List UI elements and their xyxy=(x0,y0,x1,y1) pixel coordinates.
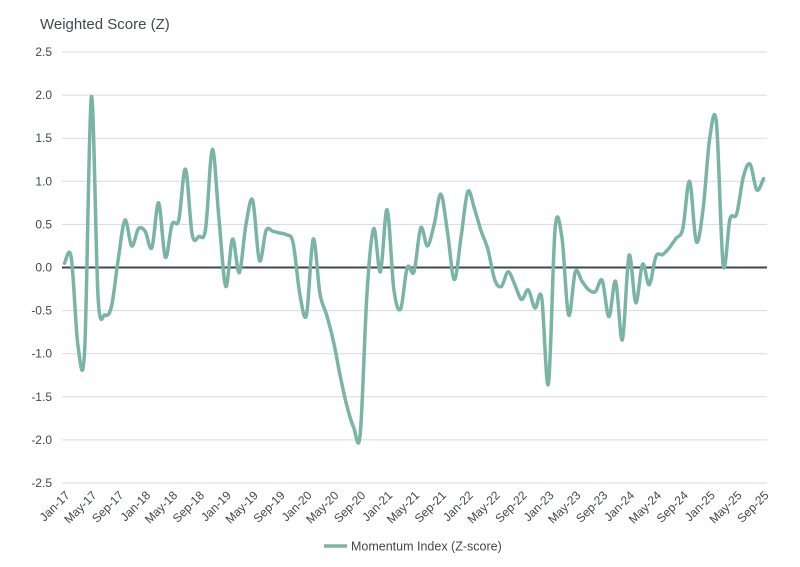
series-line-momentum-index xyxy=(62,95,766,445)
y-tick-label: 0.0 xyxy=(35,261,52,275)
x-axis-labels: Jan-17May-17Sep-17Jan-18May-18Sep-18Jan-… xyxy=(37,488,772,526)
gridlines xyxy=(62,51,767,484)
y-tick-label: -1.0 xyxy=(31,347,52,361)
y-tick-label: -2.5 xyxy=(31,476,52,490)
y-tick-label: 1.0 xyxy=(35,174,52,188)
y-tick-label: 0.5 xyxy=(35,217,52,231)
y-tick-label: 2.0 xyxy=(35,88,52,102)
y-tick-label: 2.5 xyxy=(35,45,52,59)
legend: Momentum Index (Z-score) xyxy=(324,540,502,554)
chart-title: Weighted Score (Z) xyxy=(40,16,170,33)
y-tick-label: -1.5 xyxy=(31,390,52,404)
y-axis-labels: 2.5 2.0 1.5 1.0 0.5 0.0 -0.5 -1.0 -1.5 -2.0 -2.5 xyxy=(31,45,52,490)
y-tick-label: -2.0 xyxy=(31,433,52,447)
y-tick-label: 1.5 xyxy=(35,131,52,145)
legend-label: Momentum Index (Z-score) xyxy=(351,540,502,554)
y-tick-label: -0.5 xyxy=(31,304,52,318)
